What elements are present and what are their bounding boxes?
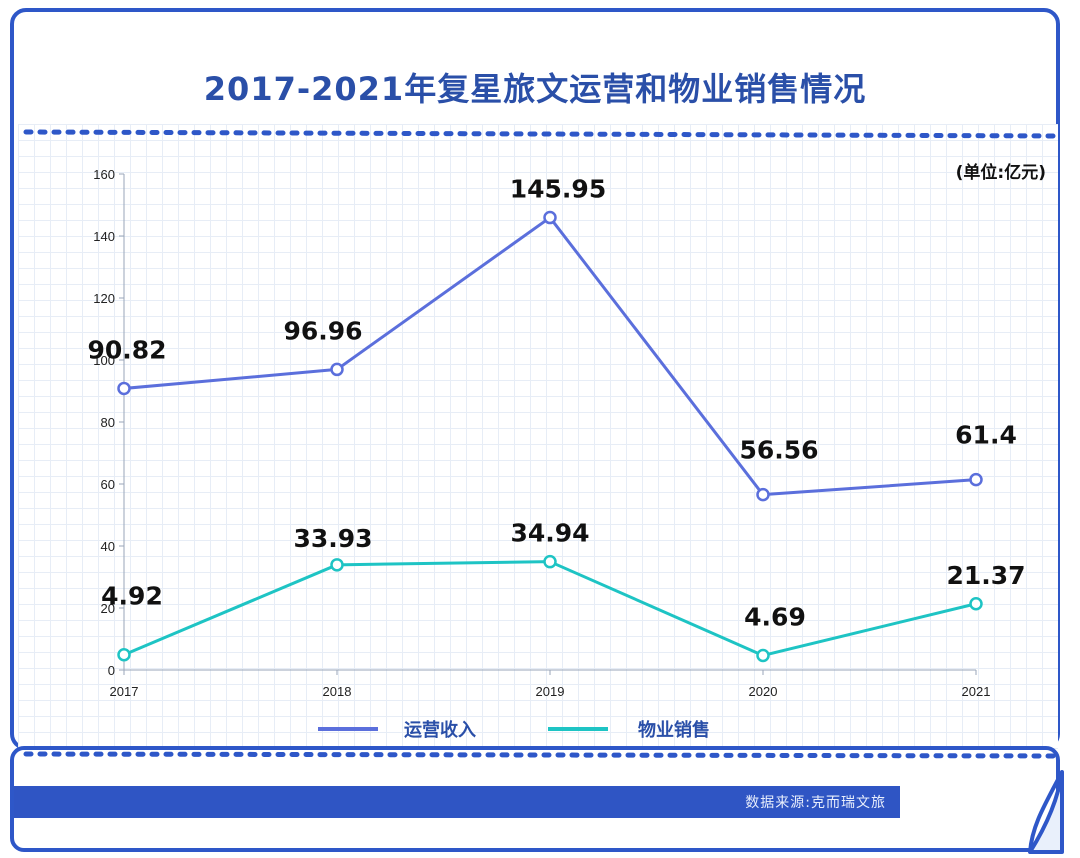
- page-curl-fold: [1028, 771, 1064, 853]
- data-label: 33.93: [293, 524, 372, 553]
- series-line: [123, 216, 977, 497]
- data-label: 34.94: [510, 519, 589, 548]
- source-bar: 数据来源:克而瑞文旅: [14, 786, 900, 818]
- y-tick-label: 80: [101, 415, 115, 430]
- x-tick-label: 2021: [962, 684, 991, 699]
- y-tick-label: 60: [101, 477, 115, 492]
- footer-divider: [23, 751, 1063, 759]
- y-tick-label: 0: [108, 663, 115, 678]
- data-label: 145.95: [510, 175, 606, 204]
- data-point: [756, 648, 770, 663]
- x-tick-label: 2019: [536, 684, 565, 699]
- data-point: [117, 381, 131, 396]
- legend-item: 运营收入: [318, 719, 476, 741]
- data-point: [969, 597, 983, 611]
- data-label: 4.69: [744, 602, 806, 631]
- data-point: [969, 472, 983, 487]
- legend-label: 物业销售: [638, 719, 710, 741]
- data-point: [330, 558, 344, 572]
- data-label: 96.96: [283, 316, 362, 345]
- y-tick-label: 100: [93, 353, 115, 368]
- grid-background: [18, 124, 1058, 754]
- chart-title: 2017-2021年复星旅文运营和物业销售情况: [203, 70, 867, 108]
- unit-label: (单位:亿元): [956, 162, 1046, 183]
- data-point: [543, 554, 557, 569]
- data-point: [756, 487, 770, 502]
- y-tick-label: 160: [93, 167, 115, 182]
- data-point: [330, 362, 344, 377]
- title-divider: [23, 129, 1063, 139]
- series-1: 90.82 96.96 145.95 56.56 61.4: [87, 175, 1017, 502]
- data-label: 61.4: [955, 421, 1017, 450]
- data-label: 4.92: [101, 582, 163, 611]
- series-2: 4.92 33.93 34.94 4.69 21.37: [101, 519, 1026, 663]
- source-text: 数据来源:克而瑞文旅: [745, 795, 886, 811]
- y-tick-label: 120: [93, 291, 115, 306]
- x-tick-label: 2017: [110, 684, 139, 699]
- data-point: [543, 210, 557, 225]
- legend-item: 物业销售: [548, 719, 710, 741]
- data-point: [117, 647, 131, 662]
- data-label: 56.56: [739, 436, 818, 465]
- data-label: 90.82: [87, 335, 166, 364]
- x-tick-label: 2018: [323, 684, 352, 699]
- x-tick-label: 2020: [749, 684, 778, 699]
- y-tick-label: 40: [101, 539, 115, 554]
- y-tick-label: 140: [93, 229, 115, 244]
- y-tick-label: 20: [101, 601, 115, 616]
- legend-label: 运营收入: [404, 719, 476, 741]
- series-line: [123, 560, 977, 657]
- data-label: 21.37: [946, 561, 1025, 590]
